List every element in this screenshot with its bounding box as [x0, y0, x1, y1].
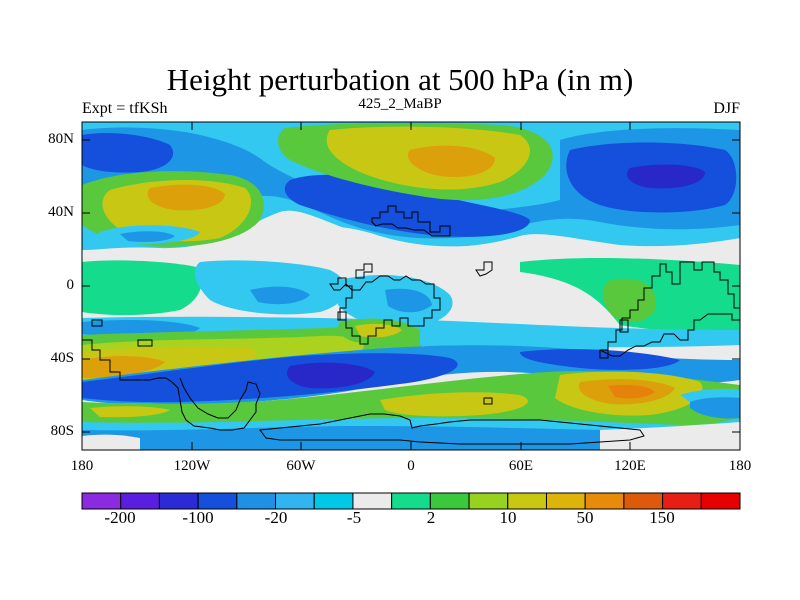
lon-label-120e: 120E: [614, 458, 646, 474]
north-pacific-core: [626, 164, 705, 189]
coast-s-pacific: [599, 349, 609, 359]
lon-ticks: [81, 122, 741, 450]
plot-title: Height perturbation at 500 hPa (in m): [166, 62, 634, 97]
colorbar-swatch: [507, 492, 547, 510]
colorbar-swatch: [81, 492, 122, 510]
colorbar-swatch: [468, 492, 509, 510]
colorbar-swatch: [158, 492, 199, 510]
colorbar-label: -200: [104, 508, 136, 527]
coast-n-africa-1: [355, 263, 373, 279]
experiment-label: Expt = tfKSh: [82, 100, 168, 117]
south-pacific-blue: [520, 349, 680, 370]
colorbar-label: -100: [182, 508, 214, 527]
colorbar-swatch: [545, 492, 586, 510]
lon-label-180w: 180: [70, 458, 94, 474]
north-central-ridge-orange: [407, 145, 495, 178]
colorbar-label: 2: [426, 508, 436, 527]
coast-madagascar: [337, 311, 347, 321]
south-trough-core: [286, 362, 375, 389]
lon-label-0: 0: [407, 458, 415, 474]
coast-nz: [619, 319, 629, 333]
equatorial-teal: [82, 260, 202, 316]
colorbar-swatch: [429, 492, 470, 510]
colorbar-swatch: [120, 492, 160, 510]
colorbar-label: 50: [576, 508, 594, 527]
lon-label-180e: 180: [728, 458, 752, 474]
lat-label-80s: 80S: [50, 423, 74, 439]
colorbar-swatch: [584, 492, 625, 510]
colorbar-swatch: [197, 492, 238, 510]
colorbar-label: -5: [346, 508, 362, 527]
coast-sw-islands: [91, 319, 153, 347]
south-subtropics-orange: [82, 356, 165, 378]
coastlines: [82, 205, 741, 445]
coast-australia: [599, 261, 741, 357]
lon-label-60e: 60E: [508, 458, 534, 474]
colorbar-swatch: [623, 492, 664, 510]
mid-atlantic-yellow: [355, 323, 402, 338]
colorbar-swatch: [275, 492, 315, 510]
colorbar-label: 150: [649, 508, 675, 527]
east-equatorial-green: [602, 278, 656, 322]
lat-label-eq: 0: [66, 277, 75, 293]
coast-s-america: [82, 339, 261, 431]
colorbar-swatch: [700, 492, 741, 510]
north-west-low: [82, 133, 174, 173]
southeast-cyan-patch: [680, 388, 740, 402]
coast-e-africa: [475, 261, 493, 277]
coast-antarctica: [259, 413, 645, 445]
lat-label-80n: 80N: [48, 131, 74, 147]
colorbar-swatch: [313, 492, 354, 510]
lat-label-40s: 40S: [50, 350, 74, 366]
season-label: DJF: [713, 100, 740, 117]
africa-blue: [385, 288, 432, 313]
contour-field: [82, 122, 740, 450]
equatorial-blue: [250, 286, 310, 305]
lat-label-40n: 40N: [48, 204, 74, 220]
coast-n-africa-2: [329, 275, 441, 345]
colorbar: [81, 492, 741, 510]
lon-label-120w: 120W: [173, 458, 211, 474]
colorbar-swatch: [236, 492, 277, 510]
south-trough-blue: [82, 353, 458, 403]
north-west-blue-patch: [120, 231, 175, 242]
south-polar-neutral-west: [82, 434, 140, 450]
coast-europe: [371, 205, 451, 237]
southeast-ridge-core: [608, 384, 655, 399]
north-ridge-orange: [147, 184, 225, 211]
southwest-ridge-yellow: [90, 406, 170, 418]
colorbar-label: 10: [499, 508, 517, 527]
colorbar-swatch: [391, 492, 431, 510]
lat-ticks: [82, 139, 740, 433]
colorbar-swatch: [662, 492, 702, 510]
north-gap-1: [250, 225, 520, 256]
north-atlantic-low: [284, 174, 530, 237]
colorbar-label: -20: [264, 508, 288, 527]
colorbar-swatch: [352, 492, 393, 510]
coast-e-islands: [483, 397, 493, 405]
run-label: 425_2_MaBP: [358, 96, 442, 112]
lon-label-60w: 60W: [286, 458, 316, 474]
southeast-blue-patch: [690, 393, 740, 419]
